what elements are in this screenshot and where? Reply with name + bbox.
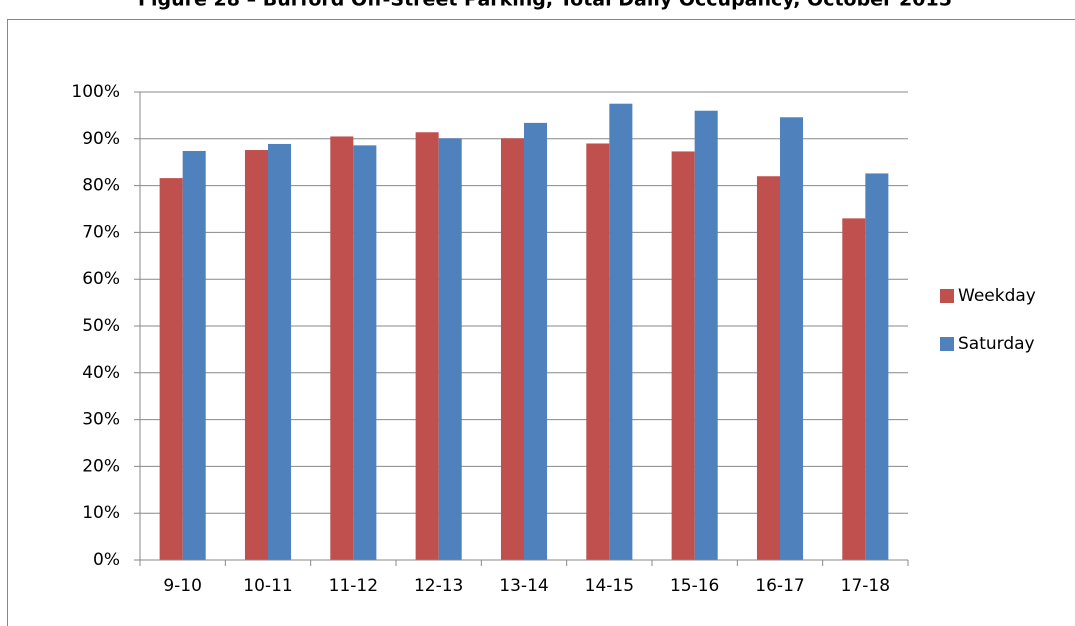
x-tick-label: 11-12 — [329, 576, 378, 596]
bar — [756, 176, 780, 561]
y-tick-label: 50% — [82, 316, 120, 336]
bar — [244, 150, 268, 561]
bar — [842, 218, 866, 561]
bar — [182, 150, 206, 560]
bar — [159, 178, 183, 560]
y-tick-label: 0% — [93, 550, 120, 570]
x-tick-label: 17-18 — [841, 576, 890, 596]
bar — [586, 143, 610, 561]
bar — [780, 117, 804, 560]
bar — [268, 143, 292, 560]
x-tick-label: 9-10 — [163, 576, 202, 596]
bar — [330, 136, 354, 560]
bar — [609, 103, 633, 560]
bar — [438, 138, 462, 560]
bar — [671, 151, 695, 560]
chart-title: Figure 28 – Burford Off-Street Parking, … — [138, 0, 952, 11]
legend-swatch — [940, 289, 954, 303]
y-tick-label: 40% — [82, 363, 120, 383]
x-tick-label: 12-13 — [414, 576, 463, 596]
legend-swatch — [940, 337, 954, 351]
bar — [694, 110, 718, 560]
y-tick-label: 80% — [82, 176, 120, 196]
x-tick-label: 15-16 — [670, 576, 719, 596]
bar — [524, 122, 548, 560]
y-tick-label: 100% — [71, 82, 120, 102]
x-tick-label: 13-14 — [499, 576, 548, 596]
y-tick-label: 30% — [82, 410, 120, 430]
y-tick-label: 20% — [82, 456, 120, 476]
x-tick-label: 14-15 — [585, 576, 634, 596]
bar — [353, 145, 377, 561]
legend-label: Saturday — [958, 334, 1035, 354]
y-tick-label: 60% — [82, 269, 120, 289]
x-tick-label: 16-17 — [755, 576, 804, 596]
chart-frame — [7, 19, 1075, 626]
x-tick-label: 10-11 — [243, 576, 292, 596]
bar — [415, 132, 439, 561]
y-tick-label: 90% — [82, 129, 120, 149]
bar — [865, 173, 889, 560]
y-tick-label: 70% — [82, 222, 120, 242]
bar — [500, 138, 524, 560]
legend-label: Weekday — [958, 286, 1036, 306]
y-tick-label: 10% — [82, 503, 120, 523]
